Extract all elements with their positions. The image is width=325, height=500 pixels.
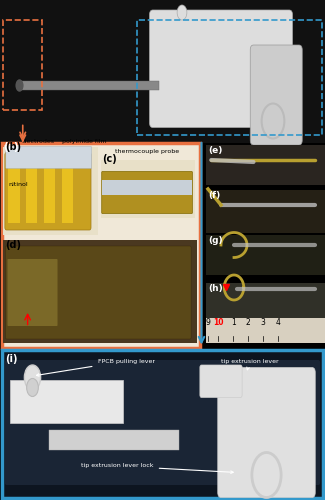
Text: (a): (a) — [3, 142, 19, 152]
FancyBboxPatch shape — [218, 368, 315, 498]
Bar — [206, 318, 325, 342]
Bar — [102, 180, 192, 195]
FancyBboxPatch shape — [6, 246, 191, 339]
Text: 10: 10 — [213, 318, 224, 327]
Bar — [206, 145, 325, 185]
Bar — [3, 240, 197, 342]
Text: (d): (d) — [5, 240, 21, 250]
Bar — [8, 162, 20, 222]
Text: thermocouple probe: thermocouple probe — [115, 150, 179, 154]
Text: FPCB pulling lever: FPCB pulling lever — [36, 358, 154, 376]
FancyBboxPatch shape — [2, 142, 200, 348]
FancyBboxPatch shape — [102, 172, 192, 213]
Bar — [3, 20, 42, 110]
Bar — [26, 162, 37, 222]
Bar — [206, 235, 325, 275]
Bar — [136, 20, 322, 135]
FancyBboxPatch shape — [2, 350, 323, 498]
Text: electrodes: electrodes — [21, 139, 54, 144]
Bar — [101, 160, 195, 218]
Text: 3: 3 — [261, 318, 266, 327]
Bar — [49, 430, 179, 450]
Text: polyimide film: polyimide film — [62, 139, 106, 144]
FancyBboxPatch shape — [5, 360, 320, 485]
Circle shape — [24, 365, 41, 390]
Text: (g): (g) — [208, 236, 223, 245]
Text: (h): (h) — [208, 284, 223, 292]
Text: (c): (c) — [102, 154, 117, 164]
Text: (e): (e) — [208, 146, 222, 155]
Text: 4: 4 — [276, 318, 280, 327]
FancyBboxPatch shape — [7, 259, 58, 326]
Text: 2: 2 — [246, 318, 251, 327]
Text: (f): (f) — [208, 191, 220, 200]
FancyBboxPatch shape — [150, 10, 292, 128]
Text: (b): (b) — [5, 142, 21, 152]
Text: tip extrusion lever lock: tip extrusion lever lock — [81, 464, 233, 473]
Ellipse shape — [16, 79, 23, 92]
Bar — [206, 282, 325, 328]
Text: 1: 1 — [231, 318, 236, 327]
Bar — [10, 380, 123, 422]
Circle shape — [177, 5, 187, 20]
Bar — [3, 148, 98, 235]
FancyBboxPatch shape — [250, 45, 302, 145]
Bar — [44, 162, 55, 222]
Bar — [206, 190, 325, 232]
Circle shape — [27, 378, 38, 396]
FancyBboxPatch shape — [200, 365, 242, 398]
Text: tip extrusion lever: tip extrusion lever — [221, 358, 279, 370]
Bar — [20, 81, 159, 90]
Text: (i): (i) — [5, 354, 17, 364]
Bar — [0, 0, 325, 142]
Bar — [62, 162, 73, 222]
FancyBboxPatch shape — [5, 152, 91, 230]
Text: nitinol: nitinol — [8, 182, 28, 187]
FancyBboxPatch shape — [6, 146, 92, 169]
Text: 9: 9 — [205, 318, 211, 327]
